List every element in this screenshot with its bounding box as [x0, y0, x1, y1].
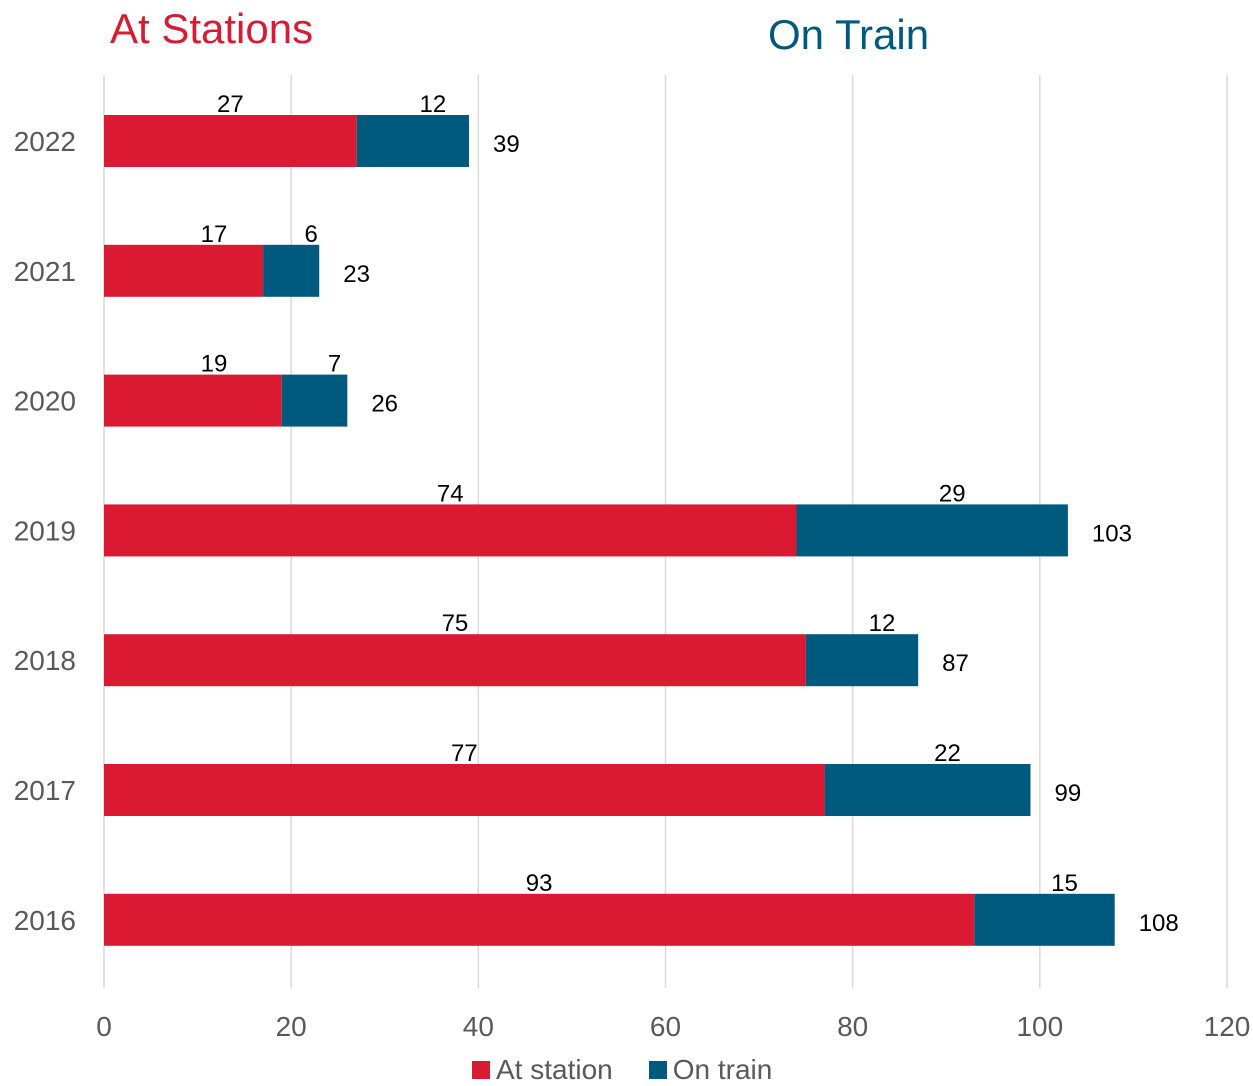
data-label-total: 26: [371, 391, 398, 418]
data-label-on-train: 22: [934, 740, 961, 767]
y-category-label: 2017: [14, 775, 76, 806]
bar-on-train: [263, 244, 320, 297]
bar-on-train: [805, 634, 919, 687]
y-category-label: 2022: [14, 126, 76, 157]
data-label-at-station: 19: [201, 351, 228, 378]
legend-swatch-on-train: [648, 1061, 667, 1079]
y-category-label: 2020: [14, 386, 76, 417]
data-label-on-train: 6: [304, 221, 317, 248]
bar-on-train: [281, 374, 348, 427]
data-label-total: 103: [1092, 520, 1132, 547]
bar-at-station: [104, 374, 282, 427]
legend-item-at-station: At station: [472, 1056, 613, 1084]
x-tick-label: 40: [463, 1011, 494, 1042]
data-label-at-station: 93: [526, 870, 553, 897]
legend-label-at-station: At station: [496, 1054, 613, 1085]
data-label-on-train: 29: [939, 480, 966, 507]
legend-label-on-train: On train: [672, 1054, 773, 1085]
chart-legend: At station On train: [472, 1054, 772, 1086]
data-label-on-train: 12: [419, 91, 446, 118]
data-label-on-train: 12: [869, 610, 896, 637]
y-category-label: 2021: [14, 256, 76, 287]
bar-on-train: [824, 764, 1031, 816]
on-train-header: On Train: [768, 11, 930, 58]
x-tick-label: 100: [1016, 1011, 1063, 1042]
data-label-at-station: 77: [451, 740, 478, 767]
x-tick-label: 120: [1204, 1011, 1251, 1042]
x-tick-label: 20: [276, 1011, 307, 1042]
data-label-total: 108: [1139, 910, 1179, 937]
bar-on-train: [356, 115, 469, 167]
bar-at-station: [104, 634, 806, 687]
legend-swatch-at-station: [472, 1061, 490, 1079]
y-category-label: 2019: [14, 515, 76, 546]
data-label-on-train: 15: [1051, 870, 1078, 897]
bar-at-station: [104, 115, 357, 167]
x-tick-label: 60: [650, 1011, 681, 1042]
bar-at-station: [104, 244, 264, 297]
y-category-label: 2016: [14, 905, 76, 936]
at-stations-header: At Stations: [110, 5, 314, 52]
legend-item-on-train: On train: [648, 1054, 773, 1085]
data-label-at-station: 75: [442, 610, 469, 637]
bar-at-station: [104, 504, 797, 557]
y-category-label: 2018: [14, 645, 76, 676]
data-label-at-station: 17: [201, 221, 228, 248]
bar-on-train: [796, 504, 1068, 557]
data-label-on-train: 7: [328, 351, 341, 378]
x-tick-label: 0: [96, 1011, 112, 1042]
data-label-total: 87: [942, 650, 969, 677]
data-label-at-station: 74: [437, 480, 464, 507]
bar-at-station: [104, 893, 975, 946]
x-tick-label: 80: [837, 1011, 868, 1042]
bar-at-station: [104, 764, 825, 816]
bar-on-train: [974, 893, 1115, 946]
data-label-total: 23: [343, 261, 370, 288]
data-label-total: 39: [493, 131, 520, 158]
data-label-at-station: 27: [217, 91, 244, 118]
data-label-total: 99: [1054, 780, 1081, 807]
